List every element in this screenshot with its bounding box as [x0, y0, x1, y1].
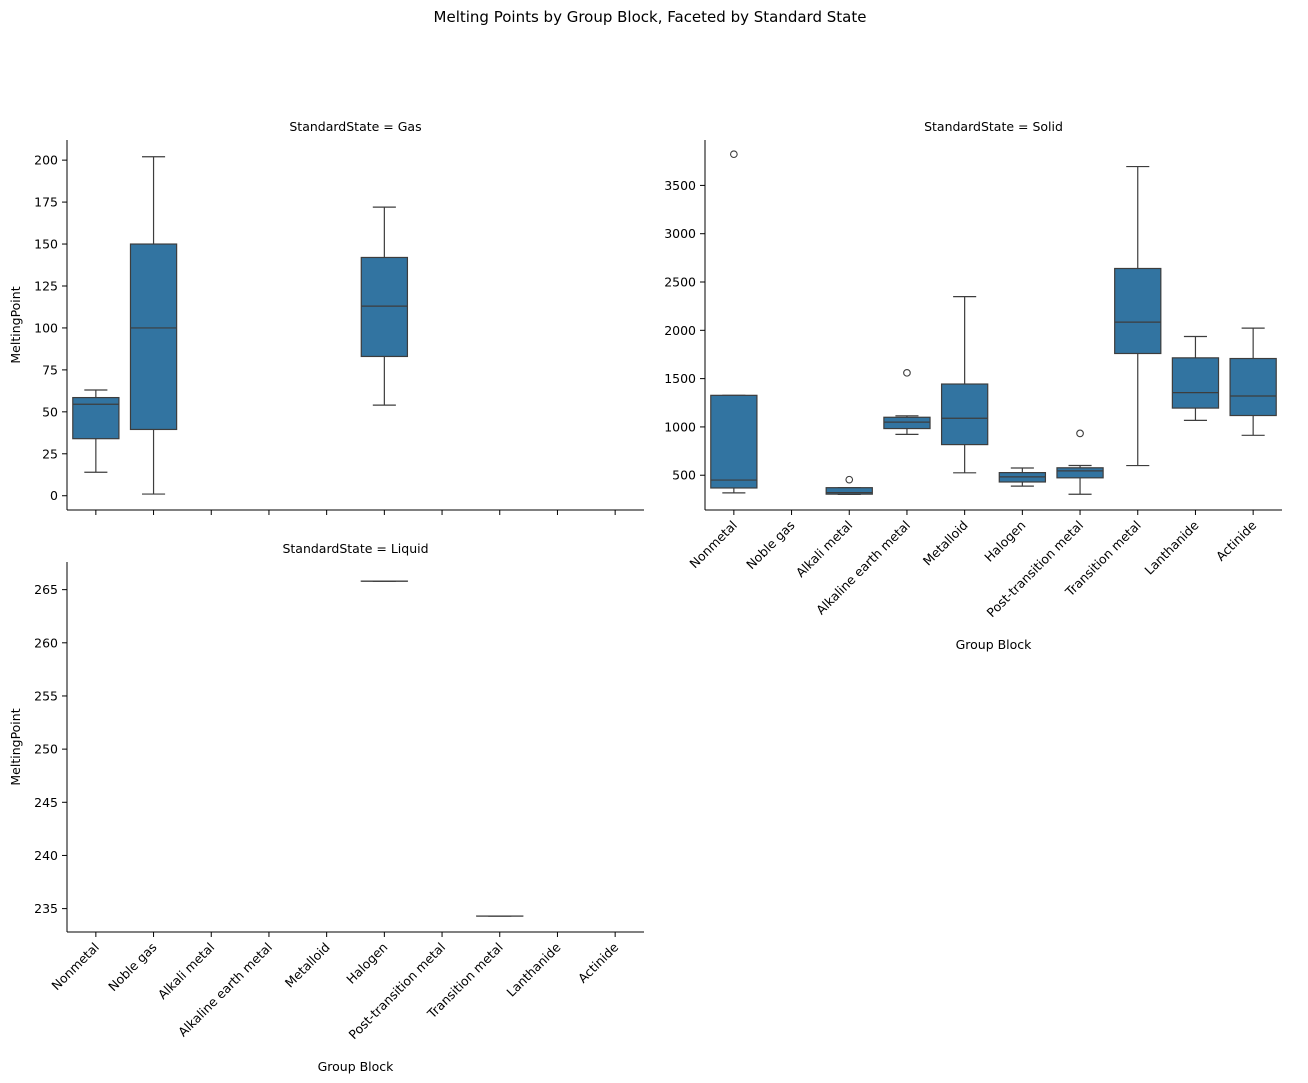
facet-title: StandardState = Gas: [289, 119, 421, 134]
box-iqr: [129, 243, 178, 431]
y-tick-label: 265: [34, 582, 58, 597]
x-tick-label-halogen: Halogen: [981, 518, 1028, 565]
chart-title: Melting Points by Group Block, Faceted b…: [434, 8, 867, 26]
box-post-transition-metal: [1056, 429, 1104, 495]
box-actinide: [1229, 327, 1277, 436]
y-tick-label: 3500: [664, 178, 696, 193]
facet-title: StandardState = Liquid: [282, 541, 428, 556]
box-iqr: [1114, 267, 1162, 355]
box-iqr: [940, 383, 989, 446]
box-nonmetal: [72, 389, 120, 473]
x-tick-label-alkaline-earth-metal: Alkaline earth metal: [813, 518, 913, 618]
x-tick-label-alkali-metal: Alkali metal: [155, 940, 218, 1003]
y-tick-label: 3000: [664, 226, 696, 241]
outlier-point: [903, 368, 911, 377]
facet-standardstate-solid: StandardState = Solid 500 1000 1500 2000 2500…: [664, 119, 1282, 652]
y-tick-label: 25: [42, 446, 58, 461]
outlier-point: [845, 475, 854, 484]
x-tick-label-post-transition-metal: Post-transition metal: [346, 940, 449, 1043]
y-tick-label: 1500: [664, 371, 696, 386]
box-noble-gas: [129, 156, 178, 495]
y-tick-label: 200: [34, 153, 58, 168]
y-tick-label: 2500: [664, 275, 696, 290]
y-tick-label: 100: [34, 320, 58, 335]
x-tick-label-alkali-metal: Alkali metal: [793, 518, 856, 581]
x-tick-label-nonmetal: Nonmetal: [48, 940, 102, 994]
y-tick-label: 125: [34, 278, 58, 293]
x-tick-label-lanthanide: Lanthanide: [503, 939, 563, 999]
x-tick-label-noble-gas: Noble gas: [743, 518, 798, 573]
x-tick-label-noble-gas: Noble gas: [105, 940, 160, 995]
box-iqr: [710, 394, 758, 489]
facet-standardstate-liquid: StandardState = Liquid 235 240 245 250 255 260…: [8, 541, 644, 1074]
facet-title: StandardState = Solid: [924, 119, 1063, 134]
box-alkali-metal: [825, 475, 873, 495]
box-metalloid: [940, 295, 989, 474]
box-transition-metal: [1114, 165, 1162, 467]
x-tick-label-post-transition-metal: Post-transition metal: [984, 518, 1087, 621]
box-iqr: [883, 416, 931, 430]
box-iqr: [1229, 357, 1277, 417]
x-axis-label: Group Block: [318, 1059, 395, 1074]
y-tick-label: 500: [672, 468, 696, 483]
x-tick-label-alkaline-earth-metal: Alkaline earth metal: [175, 940, 275, 1040]
x-tick-label-actinide: Actinide: [1213, 517, 1260, 564]
x-tick-label-lanthanide: Lanthanide: [1141, 517, 1201, 577]
y-tick-label: 2000: [664, 323, 696, 338]
y-tick-label: 245: [34, 795, 58, 810]
y-tick-label: 235: [34, 901, 58, 916]
box-iqr: [825, 487, 873, 495]
box-halogen: [360, 206, 409, 406]
x-tick-label-halogen: Halogen: [343, 940, 390, 987]
box-iqr: [1056, 467, 1104, 479]
y-tick-label: 0: [50, 488, 58, 503]
y-tick-label: 150: [34, 237, 58, 252]
facet-standardstate-gas: StandardState = Gas 0 25 50 75 100 125 150 175 20…: [8, 119, 644, 515]
box-iqr: [1171, 357, 1220, 409]
y-tick-label: 175: [34, 195, 58, 210]
y-tick-label: 75: [42, 362, 58, 377]
outlier-point: [729, 150, 738, 159]
y-axis-label: MeltingPoint: [8, 708, 23, 785]
box-alkaline-earth-metal: [883, 368, 931, 435]
box-halogen: [998, 467, 1047, 487]
x-tick-label-nonmetal: Nonmetal: [686, 518, 740, 572]
x-tick-label-actinide: Actinide: [575, 939, 622, 986]
y-tick-label: 1000: [664, 419, 696, 434]
y-tick-label: 50: [42, 404, 58, 419]
y-tick-label: 240: [34, 848, 58, 863]
x-axis-label: Group Block: [956, 637, 1033, 652]
box-iqr: [360, 256, 409, 358]
y-axis-label: MeltingPoint: [8, 286, 23, 363]
x-tick-label-metalloid: Metalloid: [282, 940, 333, 991]
x-tick-label-metalloid: Metalloid: [920, 518, 971, 569]
y-tick-label: 250: [34, 742, 58, 757]
y-tick-label: 255: [34, 688, 58, 703]
box-lanthanide: [1171, 335, 1220, 421]
y-tick-label: 260: [34, 635, 58, 650]
box-nonmetal: [710, 150, 758, 494]
outlier-point: [1076, 429, 1084, 438]
